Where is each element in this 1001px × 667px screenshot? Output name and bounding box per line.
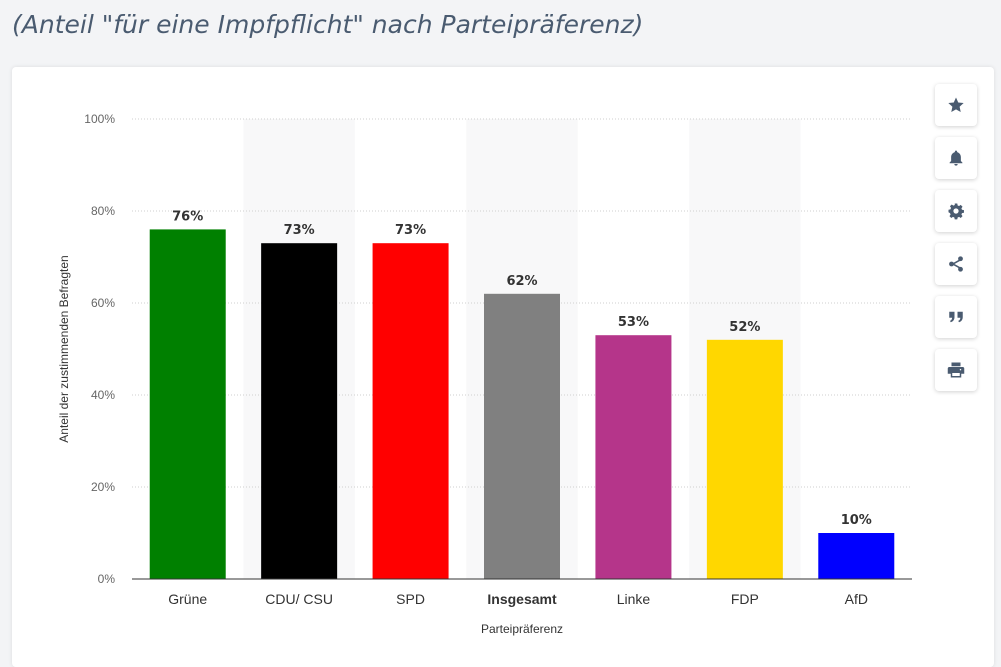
bar[interactable]	[372, 243, 449, 579]
bar[interactable]	[149, 229, 226, 579]
favorite-button[interactable]	[935, 84, 977, 126]
quote-icon	[949, 311, 963, 323]
bar[interactable]	[595, 335, 672, 579]
print-icon	[947, 362, 965, 378]
x-tick-label: AfD	[845, 591, 868, 607]
gear-icon	[948, 203, 964, 220]
y-tick-label: 80%	[91, 204, 115, 218]
x-tick-label: SPD	[396, 591, 425, 607]
chart-card: 0% 20% 40% 60% 80% 100% 76% 73% 73% 62% 53% 52% 10%…	[12, 67, 994, 667]
print-button[interactable]	[935, 349, 977, 391]
y-axis-title: Anteil der zustimmenden Befragten	[57, 255, 71, 442]
share-icon	[949, 256, 963, 272]
x-tick-label: FDP	[731, 591, 759, 607]
x-tick-label: CDU/ CSU	[265, 591, 333, 607]
bar[interactable]	[261, 243, 338, 579]
x-tick-label: Linke	[617, 591, 651, 607]
data-label: 10%	[841, 513, 872, 528]
data-label: 73%	[395, 223, 426, 238]
y-tick-label: 20%	[91, 480, 115, 494]
data-label: 62%	[506, 274, 537, 289]
bar[interactable]	[706, 339, 783, 579]
x-tick-label: Grüne	[168, 591, 207, 607]
cite-button[interactable]	[935, 296, 977, 338]
y-tick-label: 40%	[91, 388, 115, 402]
x-tick-label: Insgesamt	[487, 591, 557, 607]
data-label: 53%	[618, 315, 649, 330]
bar[interactable]	[818, 533, 895, 579]
bar-chart: 0% 20% 40% 60% 80% 100% 76% 73% 73% 62% 53% 52% 10%…	[57, 112, 912, 636]
share-button[interactable]	[935, 243, 977, 285]
y-tick-label: 60%	[91, 296, 115, 310]
bar[interactable]	[484, 293, 560, 579]
star-icon	[948, 97, 964, 113]
y-tick-label: 100%	[84, 112, 115, 126]
chart-toolbar	[935, 84, 977, 402]
settings-button[interactable]	[935, 190, 977, 232]
page-title: (Anteil "für eine Impfpflicht" nach Part…	[12, 10, 644, 39]
data-label: 73%	[284, 223, 315, 238]
notification-button[interactable]	[935, 137, 977, 179]
bell-icon	[949, 150, 963, 166]
x-axis-title: Parteipräferenz	[481, 622, 563, 636]
data-label: 76%	[172, 209, 203, 224]
data-label: 52%	[729, 320, 760, 335]
y-tick-label: 0%	[98, 572, 116, 586]
